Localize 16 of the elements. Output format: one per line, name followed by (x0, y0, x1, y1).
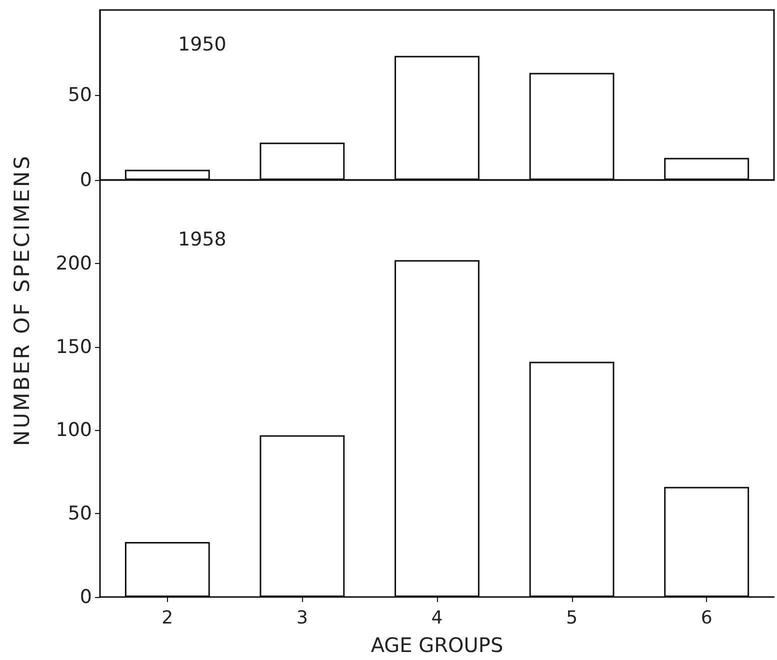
x-tick-label: 2 (162, 608, 174, 628)
y-tick-label: 0 (80, 586, 92, 608)
y-tick-label: 150 (56, 336, 92, 358)
y-tick-label: 50 (68, 84, 92, 106)
x-tick-label: 4 (431, 608, 443, 628)
x-axis-title: AGE GROUPS (370, 633, 504, 657)
x-tick-label: 5 (566, 608, 578, 628)
annotation: 1950 (178, 34, 226, 56)
y-tick-label: 200 (56, 252, 92, 274)
x-tick-label: 3 (296, 608, 308, 628)
y-tick-label: 100 (56, 419, 92, 442)
annotation: 1958 (178, 228, 226, 250)
y-tick-label: 0 (80, 169, 92, 191)
y-axis-title: NUMBER OF SPECIMENS (10, 154, 34, 446)
y-tick-label: 50 (68, 502, 92, 525)
x-tick-label: 6 (700, 608, 712, 628)
